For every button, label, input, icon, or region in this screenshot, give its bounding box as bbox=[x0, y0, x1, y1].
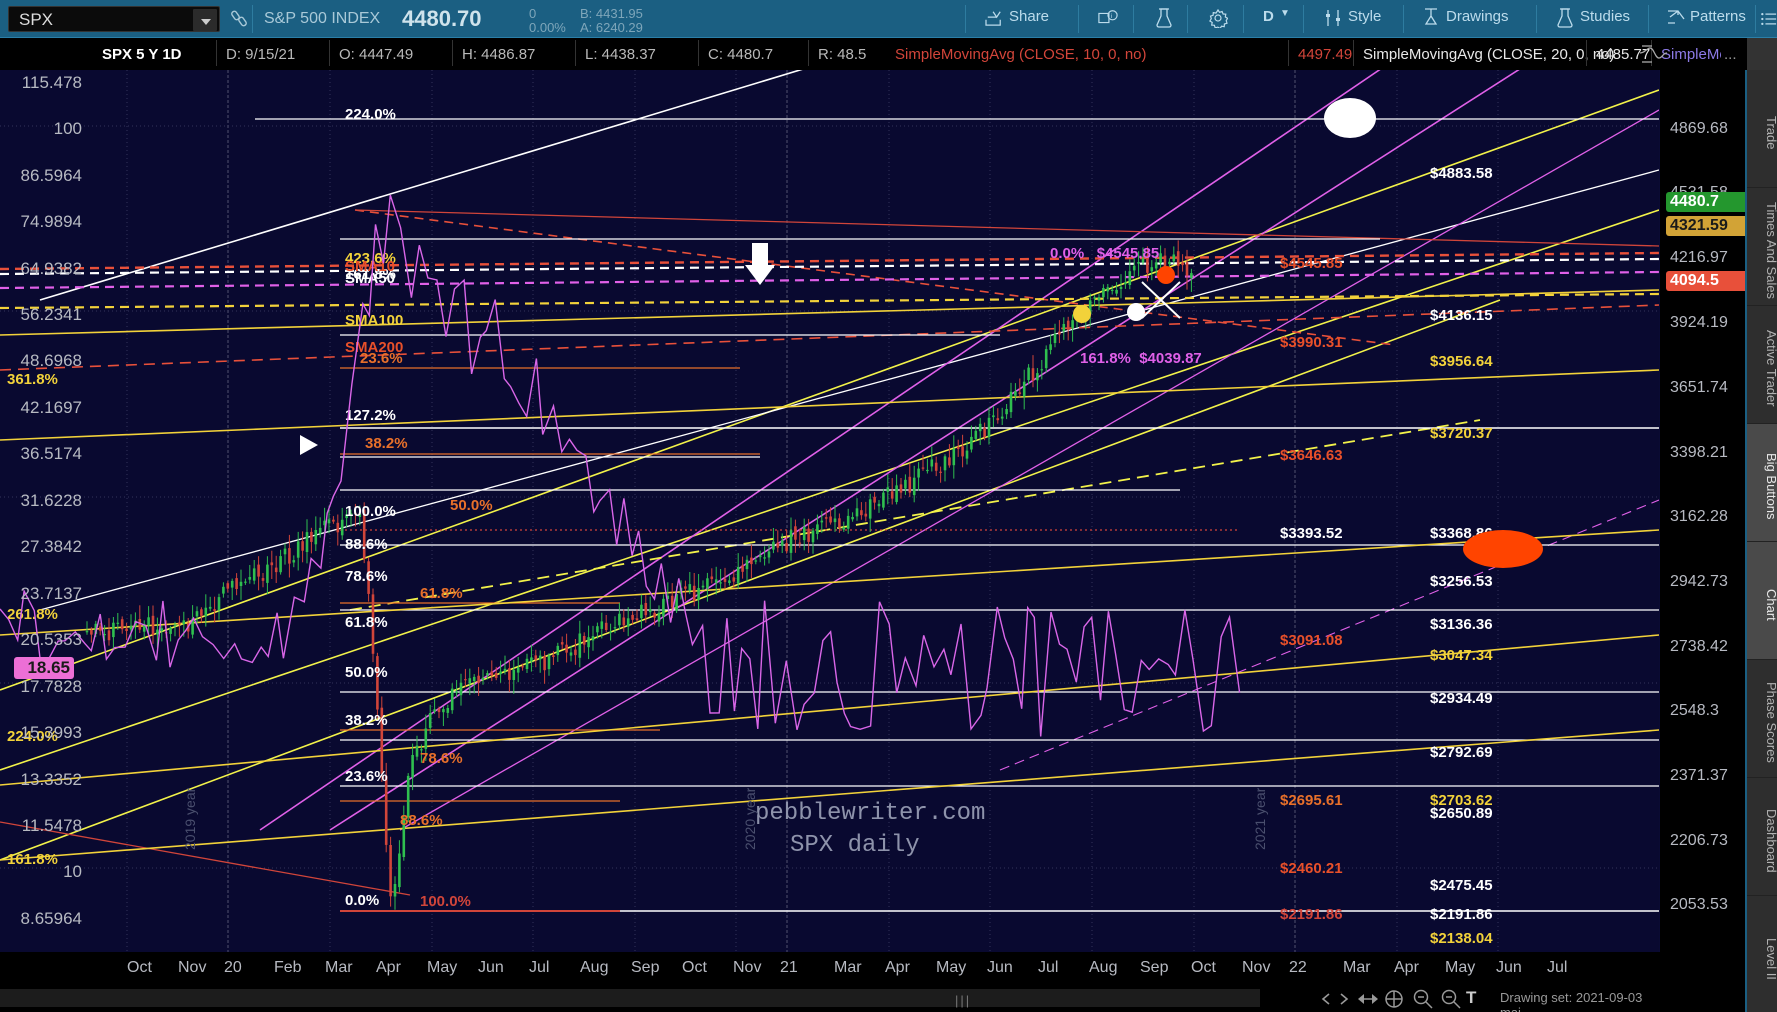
svg-text:i: i bbox=[1111, 13, 1112, 20]
